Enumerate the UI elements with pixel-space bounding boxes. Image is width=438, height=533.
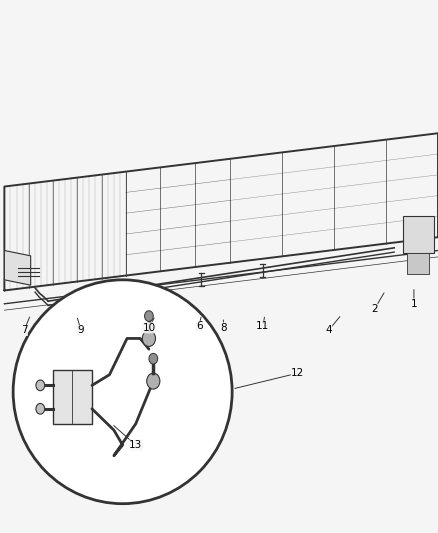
Circle shape — [142, 330, 155, 346]
Text: 12: 12 — [291, 368, 304, 378]
Circle shape — [36, 380, 45, 391]
Text: 11: 11 — [256, 321, 269, 331]
Text: 2: 2 — [371, 304, 378, 314]
Text: 1: 1 — [410, 299, 417, 309]
Text: 4: 4 — [325, 326, 332, 335]
Bar — [53, 370, 92, 424]
Circle shape — [147, 373, 160, 389]
Text: 10: 10 — [142, 323, 155, 333]
FancyBboxPatch shape — [403, 216, 434, 253]
Bar — [407, 253, 429, 274]
Text: 8: 8 — [220, 323, 227, 333]
Text: 9: 9 — [78, 326, 85, 335]
Polygon shape — [4, 251, 31, 285]
Circle shape — [149, 353, 158, 364]
Ellipse shape — [13, 280, 232, 504]
Circle shape — [36, 403, 45, 414]
Text: 13: 13 — [129, 440, 142, 450]
Text: 6: 6 — [196, 321, 203, 331]
Circle shape — [145, 311, 153, 321]
Text: 7: 7 — [21, 326, 28, 335]
